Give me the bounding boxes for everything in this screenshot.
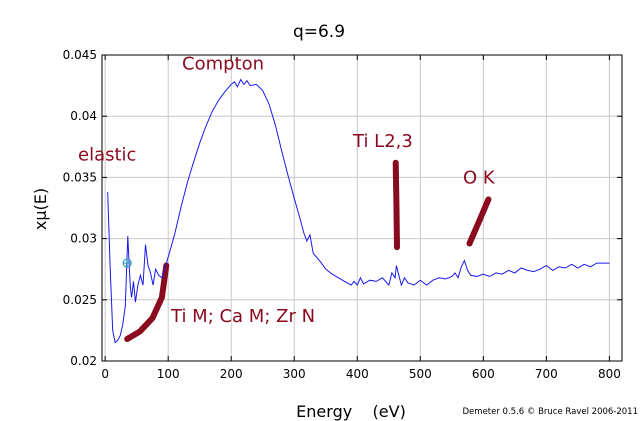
- series-line: [107, 78, 610, 344]
- credit-text: Demeter 0.5.6 © Bruce Ravel 2006-2011: [463, 407, 638, 417]
- x-tick-label: 500: [409, 367, 432, 381]
- annotation-label: elastic: [78, 144, 136, 165]
- ti-l-marker-stroke: [392, 159, 400, 251]
- x-tick-label: 800: [598, 367, 621, 381]
- x-tick-label: 200: [220, 367, 243, 381]
- annotation-strokes: [124, 159, 492, 342]
- o-k-marker-stroke: [466, 196, 492, 247]
- plot-frame: [101, 54, 623, 362]
- chart-title: q=6.9: [293, 22, 345, 42]
- annotation-label: Ti M; Ca M; Zr N: [170, 306, 315, 327]
- annotations: Compton elastic Ti L2,3 O K Ti M; Ca M; Zr N: [78, 54, 496, 327]
- x-tick-label: 300: [283, 367, 306, 381]
- ti-m-marker-stroke: [124, 262, 170, 342]
- x-tick-label: 0: [101, 367, 109, 381]
- y-tick-label: 0.02: [70, 354, 97, 368]
- x-axis-label: Energy (eV): [296, 402, 406, 421]
- x-tick-label: 600: [472, 367, 495, 381]
- y-axis-label: xμ(E): [31, 188, 50, 230]
- y-tick-label: 0.025: [63, 293, 97, 307]
- annotation-label: Ti L2,3: [352, 131, 413, 152]
- x-tick-label: 700: [535, 367, 558, 381]
- y-tick-label: 0.045: [63, 48, 97, 62]
- axis-ticks: 0 100 200 300 400 500 600 700 800 0.02 0.025 0.03 0.…: [63, 48, 622, 381]
- y-tick-label: 0.03: [70, 232, 97, 246]
- annotation-label: O K: [463, 168, 496, 189]
- y-tick-label: 0.04: [70, 109, 97, 123]
- annotation-label: Compton: [182, 54, 264, 75]
- y-tick-label: 0.035: [63, 170, 97, 184]
- x-tick-label: 100: [157, 367, 180, 381]
- x-tick-label: 400: [346, 367, 369, 381]
